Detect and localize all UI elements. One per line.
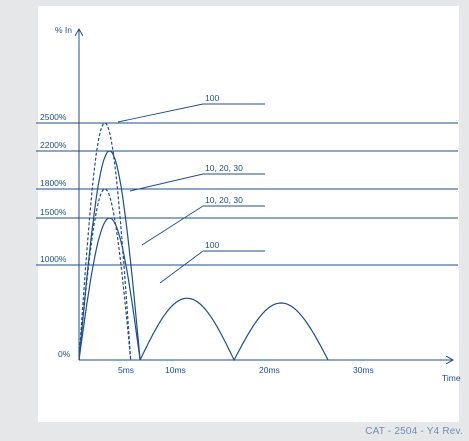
x-axis-label: Time <box>442 373 461 383</box>
series-label: 100 <box>205 93 219 103</box>
x-tick-label: 20ms <box>259 365 280 375</box>
footer-code: CAT - 2504 - Y4 Rev. <box>365 426 463 437</box>
y-tick-label: 1000% <box>40 254 67 264</box>
callout-leader <box>117 103 204 123</box>
series-curve-2 <box>78 150 141 361</box>
series-curve-3 <box>78 217 141 361</box>
series-label: 10, 20, 30 <box>205 163 243 173</box>
y-tick-label: 2200% <box>40 140 67 150</box>
y-axis-label: % In <box>55 25 72 35</box>
oscillation-curve <box>139 297 329 362</box>
series-label: 100 <box>205 240 219 250</box>
x-tick-label: 30ms <box>353 365 374 375</box>
y-tick-label: 1800% <box>40 178 67 188</box>
y-tick-label: 0% <box>58 349 71 359</box>
series-curve-0 <box>78 122 132 361</box>
callout-leader <box>141 205 204 246</box>
callout-leader <box>159 250 204 284</box>
y-tick-label: 1500% <box>40 207 67 217</box>
series-label: 10, 20, 30 <box>205 195 243 205</box>
callout-leader <box>129 173 204 192</box>
x-tick-label: 5ms <box>118 365 134 375</box>
y-tick-label: 2500% <box>40 112 67 122</box>
chart-frame <box>38 6 459 422</box>
x-tick-label: 10ms <box>165 365 186 375</box>
